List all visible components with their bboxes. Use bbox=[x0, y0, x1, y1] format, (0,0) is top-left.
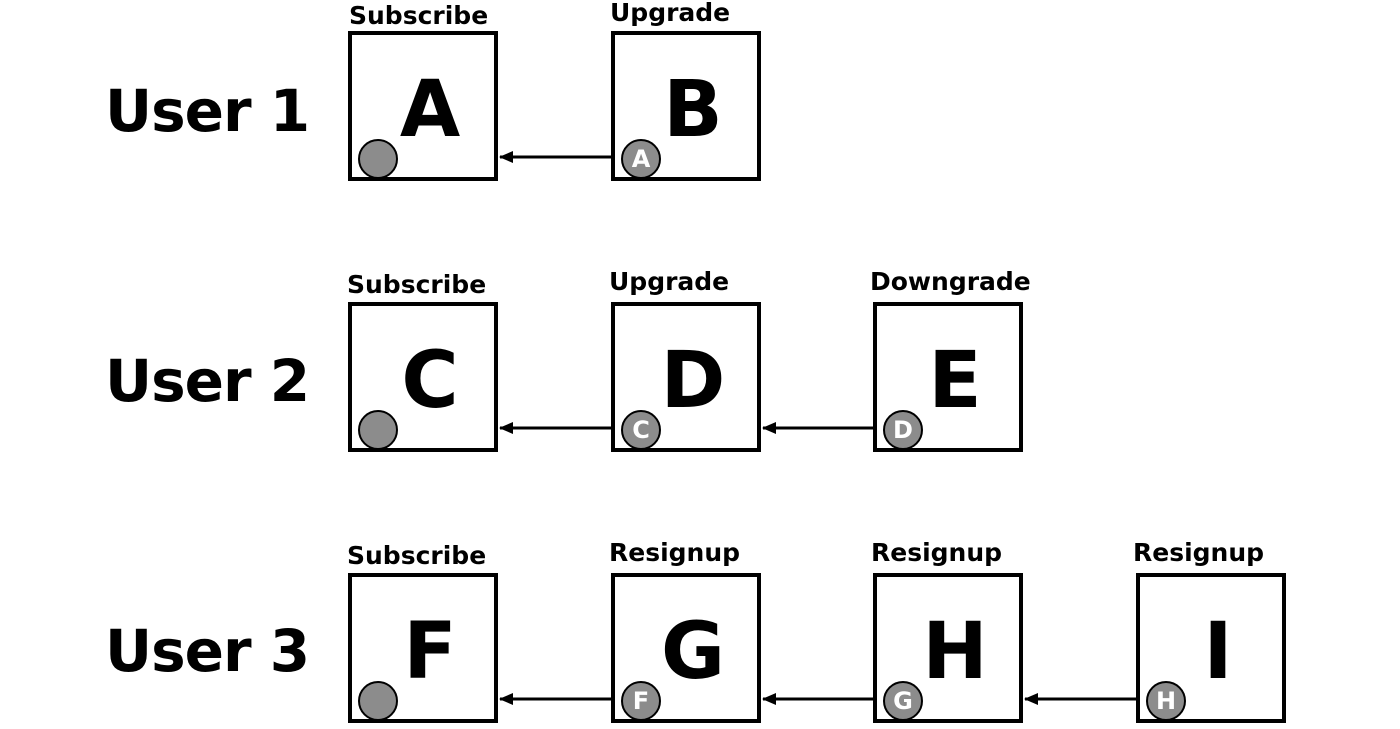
node-letter: G bbox=[660, 607, 726, 697]
node-letter: D bbox=[660, 336, 726, 426]
node-caption: Resignup bbox=[609, 538, 741, 567]
node-letter: A bbox=[399, 65, 461, 155]
user-label: User 3 bbox=[105, 617, 310, 685]
node-box: F bbox=[348, 573, 498, 723]
reference-circle: H bbox=[1146, 681, 1186, 721]
node-box: C bbox=[348, 302, 498, 452]
node-caption: Subscribe bbox=[347, 541, 487, 570]
node-letter: H bbox=[922, 607, 988, 697]
node-box: E D bbox=[873, 302, 1023, 452]
user-label: User 1 bbox=[105, 77, 310, 145]
node-letter: C bbox=[401, 336, 459, 426]
reference-circle bbox=[358, 139, 398, 179]
node-caption: Subscribe bbox=[347, 270, 487, 299]
reference-circle: D bbox=[883, 410, 923, 450]
node-letter: F bbox=[403, 607, 457, 697]
reference-circle: A bbox=[621, 139, 661, 179]
user-label: User 2 bbox=[105, 347, 310, 415]
node-box: B A bbox=[611, 31, 761, 181]
node-letter: E bbox=[928, 336, 982, 426]
node-box: A bbox=[348, 31, 498, 181]
node-caption: Upgrade bbox=[610, 0, 731, 27]
reference-circle: C bbox=[621, 410, 661, 450]
node-caption: Subscribe bbox=[349, 1, 489, 30]
reference-circle: F bbox=[621, 681, 661, 721]
node-caption: Downgrade bbox=[870, 267, 1031, 296]
node-box: D C bbox=[611, 302, 761, 452]
node-box: H G bbox=[873, 573, 1023, 723]
node-letter: B bbox=[663, 65, 723, 155]
node-caption: Resignup bbox=[1133, 538, 1265, 567]
reference-circle bbox=[358, 681, 398, 721]
node-caption: Resignup bbox=[871, 538, 1003, 567]
reference-circle: G bbox=[883, 681, 923, 721]
node-letter: I bbox=[1203, 607, 1233, 697]
node-box: I H bbox=[1136, 573, 1286, 723]
node-box: G F bbox=[611, 573, 761, 723]
reference-circle bbox=[358, 410, 398, 450]
node-caption: Upgrade bbox=[609, 267, 730, 296]
